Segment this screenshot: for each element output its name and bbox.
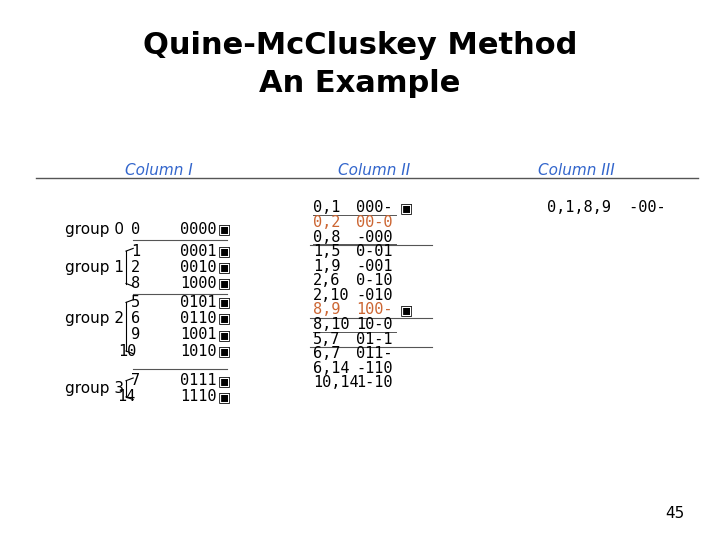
Text: Column I: Column I xyxy=(125,163,192,178)
Text: 000-: 000- xyxy=(356,200,393,215)
Text: ▣: ▣ xyxy=(218,344,231,358)
Text: 1010: 1010 xyxy=(180,343,217,359)
Text: 5,7: 5,7 xyxy=(313,332,341,347)
Text: 0,1: 0,1 xyxy=(313,200,341,215)
Text: 8: 8 xyxy=(131,276,140,291)
Text: 0-01: 0-01 xyxy=(356,244,393,259)
Text: ▣: ▣ xyxy=(218,328,231,342)
Text: ▣: ▣ xyxy=(218,295,231,309)
Text: ▣: ▣ xyxy=(218,276,231,291)
Text: ▣: ▣ xyxy=(218,260,231,274)
Text: 0010: 0010 xyxy=(180,260,217,275)
Text: -001: -001 xyxy=(356,259,393,274)
Text: 0001: 0001 xyxy=(180,244,217,259)
Text: ▣: ▣ xyxy=(218,312,231,326)
Text: ▣: ▣ xyxy=(400,201,413,215)
Text: 0,1,8,9  -00-: 0,1,8,9 -00- xyxy=(547,200,666,215)
Text: 1001: 1001 xyxy=(180,327,217,342)
Text: 100-: 100- xyxy=(356,302,393,318)
Text: 8,9: 8,9 xyxy=(313,302,341,318)
Text: -000: -000 xyxy=(356,230,393,245)
Text: 01-1: 01-1 xyxy=(356,332,393,347)
Text: 8,10: 8,10 xyxy=(313,317,350,332)
Text: 14: 14 xyxy=(117,389,135,404)
Text: group 1: group 1 xyxy=(65,260,124,275)
Text: ▣: ▣ xyxy=(400,303,413,317)
Text: 0,8: 0,8 xyxy=(313,230,341,245)
Text: ▣: ▣ xyxy=(218,374,231,388)
Text: 1000: 1000 xyxy=(180,276,217,291)
Text: 7: 7 xyxy=(131,373,140,388)
Text: 00-0: 00-0 xyxy=(356,215,393,230)
Text: 1-10: 1-10 xyxy=(356,375,393,390)
Text: ▣: ▣ xyxy=(218,244,231,258)
Text: 45: 45 xyxy=(665,505,684,521)
Text: 10-0: 10-0 xyxy=(356,317,393,332)
Text: 0-10: 0-10 xyxy=(356,273,393,288)
Text: ▣: ▣ xyxy=(218,222,231,237)
Text: 6: 6 xyxy=(131,311,140,326)
Text: 0101: 0101 xyxy=(180,295,217,310)
Text: 1110: 1110 xyxy=(180,389,217,404)
Text: 2,10: 2,10 xyxy=(313,288,350,303)
Text: 6,7: 6,7 xyxy=(313,346,341,361)
Text: -010: -010 xyxy=(356,288,393,303)
Text: 011-: 011- xyxy=(356,346,393,361)
Text: group 0: group 0 xyxy=(65,222,124,237)
Text: -110: -110 xyxy=(356,361,393,376)
Text: 0,2: 0,2 xyxy=(313,215,341,230)
Text: 6,14: 6,14 xyxy=(313,361,350,376)
Text: 1: 1 xyxy=(131,244,140,259)
Text: 0110: 0110 xyxy=(180,311,217,326)
Text: 1,5: 1,5 xyxy=(313,244,341,259)
Text: 0111: 0111 xyxy=(180,373,217,388)
Text: group 3: group 3 xyxy=(65,381,124,396)
Text: Column III: Column III xyxy=(538,163,614,178)
Text: 2,6: 2,6 xyxy=(313,273,341,288)
Text: 1,9: 1,9 xyxy=(313,259,341,274)
Text: 0: 0 xyxy=(131,222,140,237)
Text: 2: 2 xyxy=(131,260,140,275)
Text: Column II: Column II xyxy=(338,163,410,178)
Text: ▣: ▣ xyxy=(218,390,231,404)
Text: Quine-McCluskey Method
An Example: Quine-McCluskey Method An Example xyxy=(143,31,577,98)
Text: 10: 10 xyxy=(119,343,137,359)
Text: 5: 5 xyxy=(131,295,140,310)
Text: group 2: group 2 xyxy=(65,311,124,326)
Text: 9: 9 xyxy=(131,327,140,342)
Text: 0000: 0000 xyxy=(180,222,217,237)
Text: 10,14: 10,14 xyxy=(313,375,359,390)
